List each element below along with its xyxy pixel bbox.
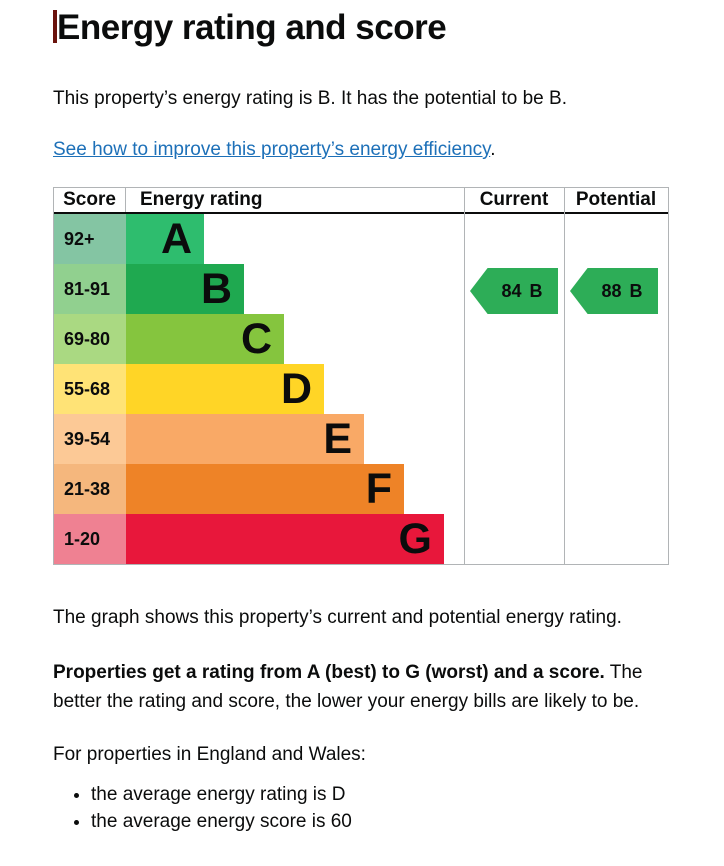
band-bar-track: G [126,514,668,564]
list-item: the average energy score is 60 [91,809,669,835]
region-heading: For properties in England and Wales: [53,744,366,765]
band-score-cell: 55-68 [54,364,126,414]
current-rating-arrow: 84 B [470,268,558,314]
rating-explanation-rest: The better the rating and score, the low… [53,662,643,712]
average-facts-list: the average energy rating is D the avera… [91,782,669,835]
band-bar-track: D [126,364,668,414]
rating-explanation-bold: Properties get a rating from A (best) to… [53,662,605,683]
band-score-cell: 69-80 [54,314,126,364]
header-score: Score [54,188,126,212]
band-bar: A [126,214,204,264]
band-letter: D [280,365,312,413]
band-row: 69-80 C [54,314,668,364]
potential-score: 88 [601,280,622,301]
band-bar: E [126,414,364,464]
improve-efficiency-link[interactable]: See how to improve this property’s energ… [53,139,491,160]
band-bar: F [126,464,404,514]
link-suffix: . [490,139,496,160]
band-row: 81-91 B [54,264,668,314]
band-score-cell: 39-54 [54,414,126,464]
graph-header-row: Score Energy rating Current Potential [54,188,668,214]
band-letter: G [398,515,432,563]
band-letter: B [200,265,232,313]
graph-body: 92+ A 81-91 B 69-80 [54,214,668,564]
band-bar-track: B [126,264,668,314]
band-bar: D [126,364,324,414]
improve-link-line: See how to improve this property’s energ… [53,137,669,162]
potential-column-divider [564,188,565,564]
band-bar-track: F [126,464,668,514]
band-score-cell: 81-91 [54,264,126,314]
band-bar: C [126,314,284,364]
graph-caption: The graph shows this property’s current … [53,607,622,628]
band-row: 21-38 F [54,464,668,514]
band-score-cell: 21-38 [54,464,126,514]
band-score-cell: 92+ [54,214,126,264]
page-title: Energy rating and score [57,8,447,47]
potential-rating-arrow: 88 B [570,268,658,314]
band-letter: A [160,215,192,263]
band-letter: E [323,415,352,463]
potential-band: B [629,280,643,301]
band-row: 39-54 E [54,414,668,464]
band-bar: B [126,264,244,314]
current-score: 84 [501,280,522,301]
header-current: Current [479,189,549,210]
rating-explanation: Properties get a rating from A (best) to… [53,658,669,716]
header-energy-rating: Energy rating [140,189,263,210]
band-row: 55-68 D [54,364,668,414]
intro-text: This property’s energy rating is B. It h… [53,88,567,109]
list-item: the average energy rating is D [91,782,669,808]
current-column-divider [464,188,465,564]
red-mark [53,10,57,43]
current-band: B [529,280,543,301]
band-bar-track: A [126,214,668,264]
band-bar: G [126,514,444,564]
band-row: 92+ A [54,214,668,264]
band-bar-track: E [126,414,668,464]
band-row: 1-20 G [54,514,668,564]
band-bar-track: C [126,314,668,364]
band-letter: F [365,465,392,513]
band-score-cell: 1-20 [54,514,126,564]
band-letter: C [240,315,272,363]
header-potential: Potential [575,189,657,210]
epc-rating-graph: Score Energy rating Current Potential 92… [53,187,669,565]
